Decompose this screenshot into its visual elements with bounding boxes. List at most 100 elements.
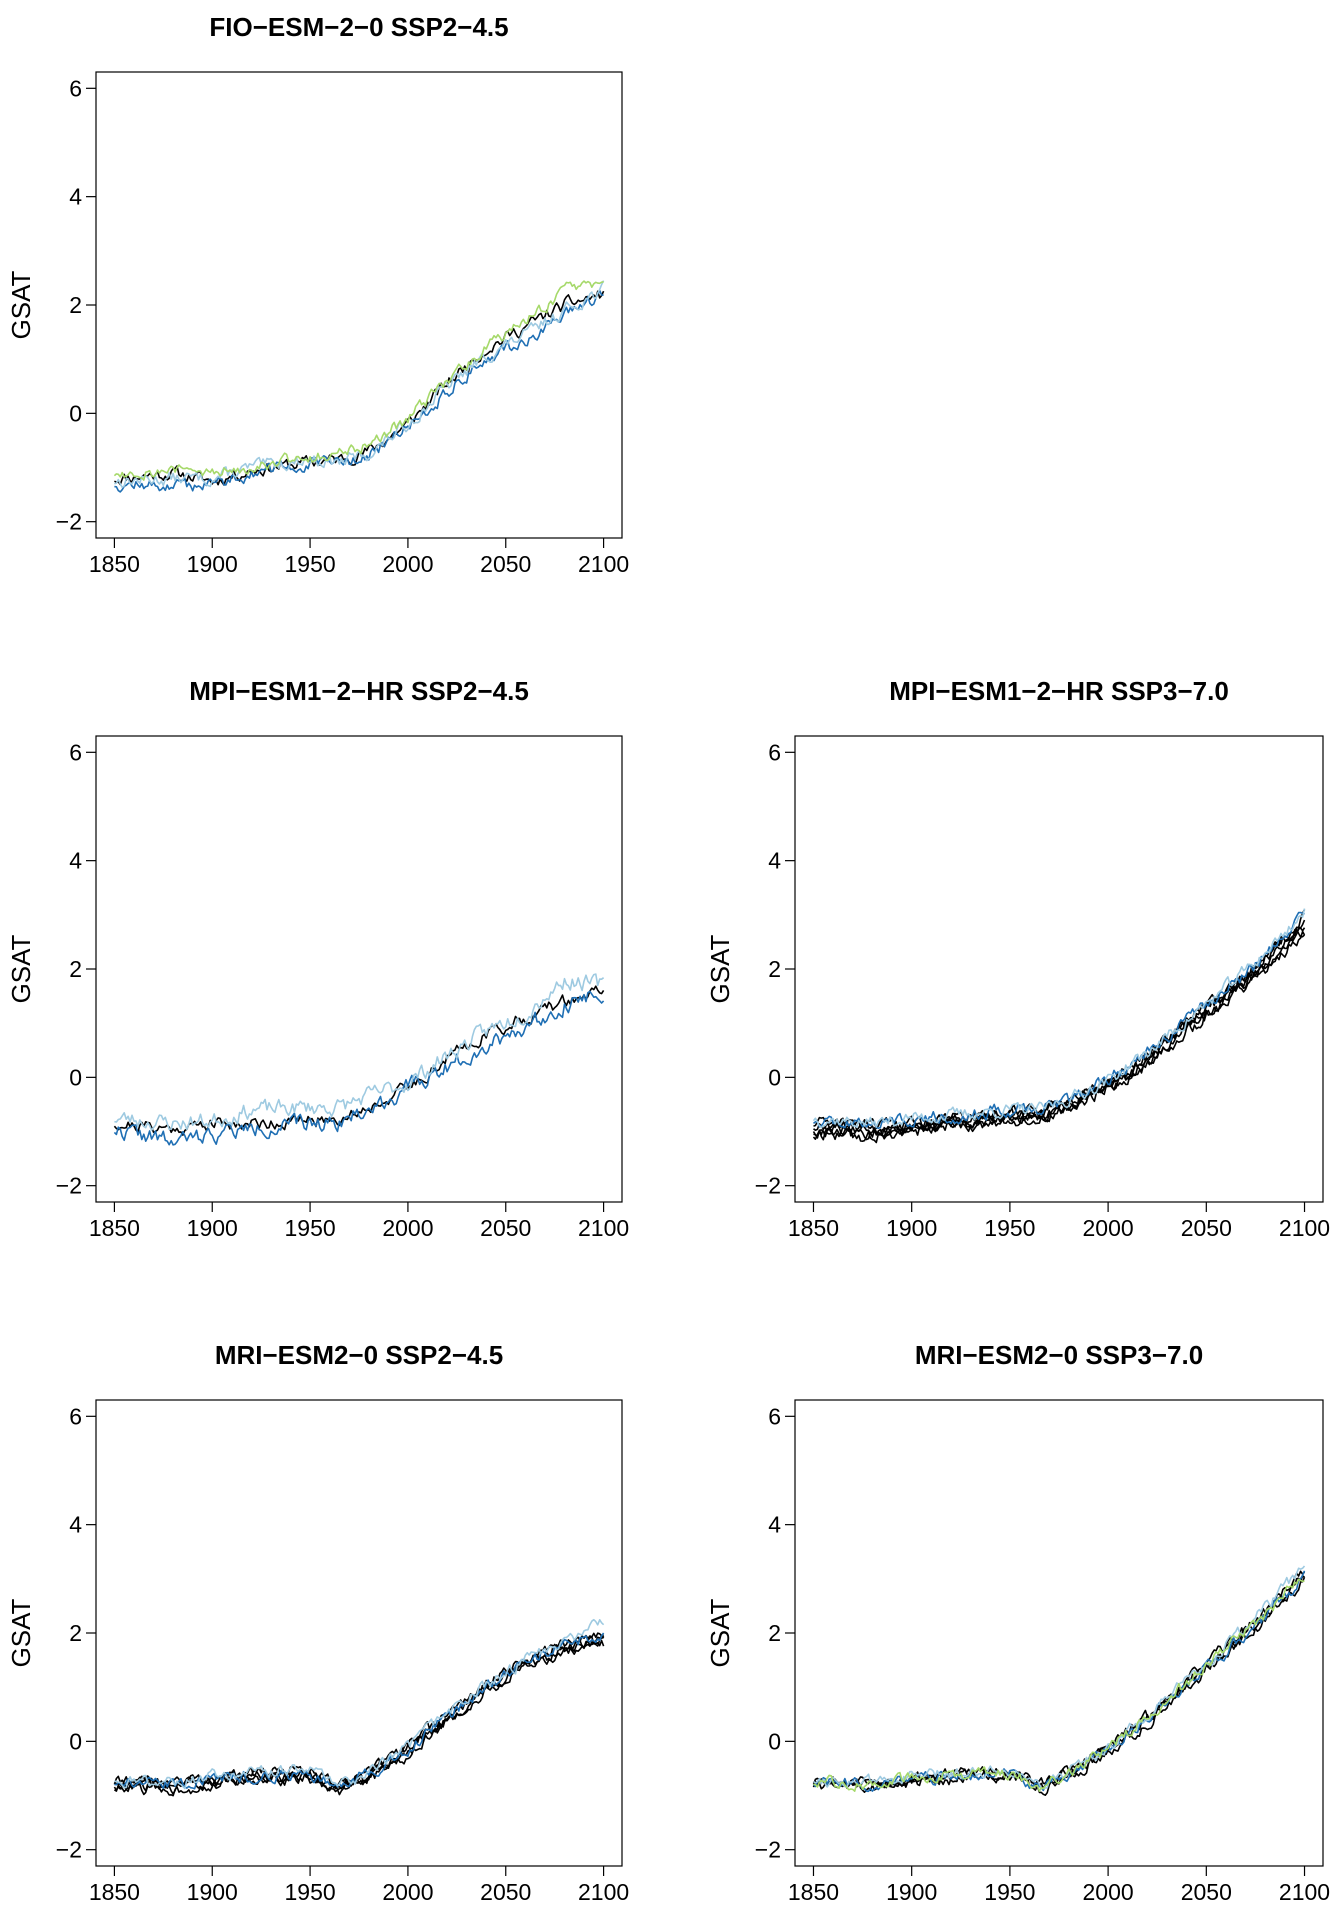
x-tick-label: 1950	[284, 1215, 335, 1241]
x-tick-label: 2100	[1279, 1215, 1330, 1241]
series-line-member-1	[113, 985, 605, 1136]
panel-mri_245: MRI−ESM2−0 SSP2−4.5 GSAT 1850 1900 1950 2000 2…	[6, 1340, 629, 1905]
series-line-member-5	[813, 1565, 1306, 1790]
y-axis-label: GSAT	[705, 934, 735, 1003]
y-tick-label: 6	[768, 739, 781, 765]
y-tick-label: 4	[69, 184, 82, 210]
y-axis-label: GSAT	[6, 1598, 36, 1667]
y-tick-label: 4	[768, 1512, 781, 1538]
y-tick-label: 2	[69, 1620, 82, 1646]
x-tick-label: 1850	[788, 1879, 839, 1905]
x-tick-label: 1850	[89, 551, 140, 577]
panel-title: MPI−ESM1−2−HR SSP3−7.0	[889, 676, 1229, 706]
y-tick-label: 0	[69, 1064, 82, 1090]
y-tick-label: 0	[768, 1064, 781, 1090]
x-tick-label: 1900	[187, 551, 238, 577]
x-tick-label: 2000	[1083, 1215, 1134, 1241]
series-line-member-3	[113, 1632, 605, 1790]
series-line-member-3	[812, 1570, 1306, 1788]
x-tick-label: 2100	[578, 1215, 629, 1241]
series-line-member-2	[113, 1635, 605, 1795]
x-tick-label: 2050	[1181, 1215, 1232, 1241]
series-line-member-5	[813, 909, 1306, 1132]
series-line-member-6	[812, 911, 1305, 1130]
y-tick-label: 6	[69, 75, 82, 101]
series-line-member-1	[114, 290, 605, 486]
x-tick-label: 1950	[284, 551, 335, 577]
y-tick-label: 6	[69, 1403, 82, 1429]
y-tick-label: −2	[56, 1173, 82, 1199]
x-tick-label: 1900	[886, 1215, 937, 1241]
y-tick-label: −2	[755, 1837, 781, 1863]
x-tick-label: 1850	[788, 1215, 839, 1241]
series-line-member-2	[812, 1576, 1306, 1796]
x-tick-label: 1950	[984, 1879, 1035, 1905]
y-tick-label: 2	[768, 956, 781, 982]
y-tick-label: 0	[69, 400, 82, 426]
panel-title: FIO−ESM−2−0 SSP2−4.5	[209, 12, 508, 42]
series-line-member-5	[114, 1632, 605, 1790]
x-tick-label: 1900	[187, 1879, 238, 1905]
series-group	[812, 1565, 1306, 1796]
y-tick-label: 2	[69, 292, 82, 318]
y-axis-label: GSAT	[6, 270, 36, 339]
panel-fio_245: FIO−ESM−2−0 SSP2−4.5 GSAT 1850 1900 1950 2000…	[6, 12, 629, 577]
y-axis-label: GSAT	[705, 1598, 735, 1667]
x-tick-label: 2000	[382, 1215, 433, 1241]
x-tick-label: 1900	[886, 1879, 937, 1905]
series-line-member-1	[812, 1575, 1305, 1790]
y-tick-label: 0	[69, 1728, 82, 1754]
series-line-member-2	[113, 990, 605, 1146]
x-tick-label: 2050	[480, 1879, 531, 1905]
series-line-member-4	[113, 280, 604, 481]
y-tick-label: 6	[768, 1403, 781, 1429]
series-line-member-4	[113, 1639, 605, 1797]
x-tick-label: 2100	[578, 551, 629, 577]
x-tick-label: 2000	[382, 551, 433, 577]
y-tick-label: 4	[69, 848, 82, 874]
y-tick-label: −2	[56, 1837, 82, 1863]
x-tick-label: 2000	[382, 1879, 433, 1905]
y-tick-label: 2	[69, 956, 82, 982]
x-tick-label: 1900	[187, 1215, 238, 1241]
panel-title: MPI−ESM1−2−HR SSP2−4.5	[189, 676, 529, 706]
y-tick-label: 4	[768, 848, 781, 874]
x-tick-label: 1850	[89, 1879, 140, 1905]
series-line-member-7	[812, 908, 1306, 1129]
series-group	[113, 1618, 605, 1797]
y-tick-label: 6	[69, 739, 82, 765]
plot-frame	[95, 735, 623, 1203]
series-line-member-6	[114, 1618, 605, 1790]
series-group	[113, 973, 605, 1146]
y-tick-label: 0	[768, 1728, 781, 1754]
x-tick-label: 2000	[1083, 1879, 1134, 1905]
plot-frame	[95, 1399, 623, 1867]
series-group	[113, 280, 605, 493]
series-line-member-4	[812, 1570, 1306, 1793]
x-tick-label: 1950	[284, 1879, 335, 1905]
x-tick-label: 2100	[578, 1879, 629, 1905]
panel-title: MRI−ESM2−0 SSP3−7.0	[915, 1340, 1203, 1370]
x-tick-label: 2050	[480, 551, 531, 577]
x-tick-label: 2100	[1279, 1879, 1330, 1905]
panel-title: MRI−ESM2−0 SSP2−4.5	[215, 1340, 503, 1370]
y-tick-label: −2	[755, 1173, 781, 1199]
x-tick-label: 1950	[984, 1215, 1035, 1241]
y-axis-label: GSAT	[6, 934, 36, 1003]
x-tick-label: 2050	[1181, 1879, 1232, 1905]
series-line-member-1	[113, 1634, 605, 1792]
series-line-member-4	[813, 928, 1306, 1144]
series-line-member-3	[114, 973, 605, 1131]
series-line-member-3	[114, 280, 605, 489]
panel-mri_370: MRI−ESM2−0 SSP3−7.0 GSAT 1850 1900 1950 2000 2…	[705, 1340, 1330, 1905]
y-tick-label: 4	[69, 1512, 82, 1538]
x-tick-label: 2050	[480, 1215, 531, 1241]
y-tick-label: 2	[768, 1620, 781, 1646]
x-tick-label: 1850	[89, 1215, 140, 1241]
series-group	[812, 908, 1306, 1144]
series-line-member-2	[114, 289, 604, 493]
y-tick-label: −2	[56, 509, 82, 535]
